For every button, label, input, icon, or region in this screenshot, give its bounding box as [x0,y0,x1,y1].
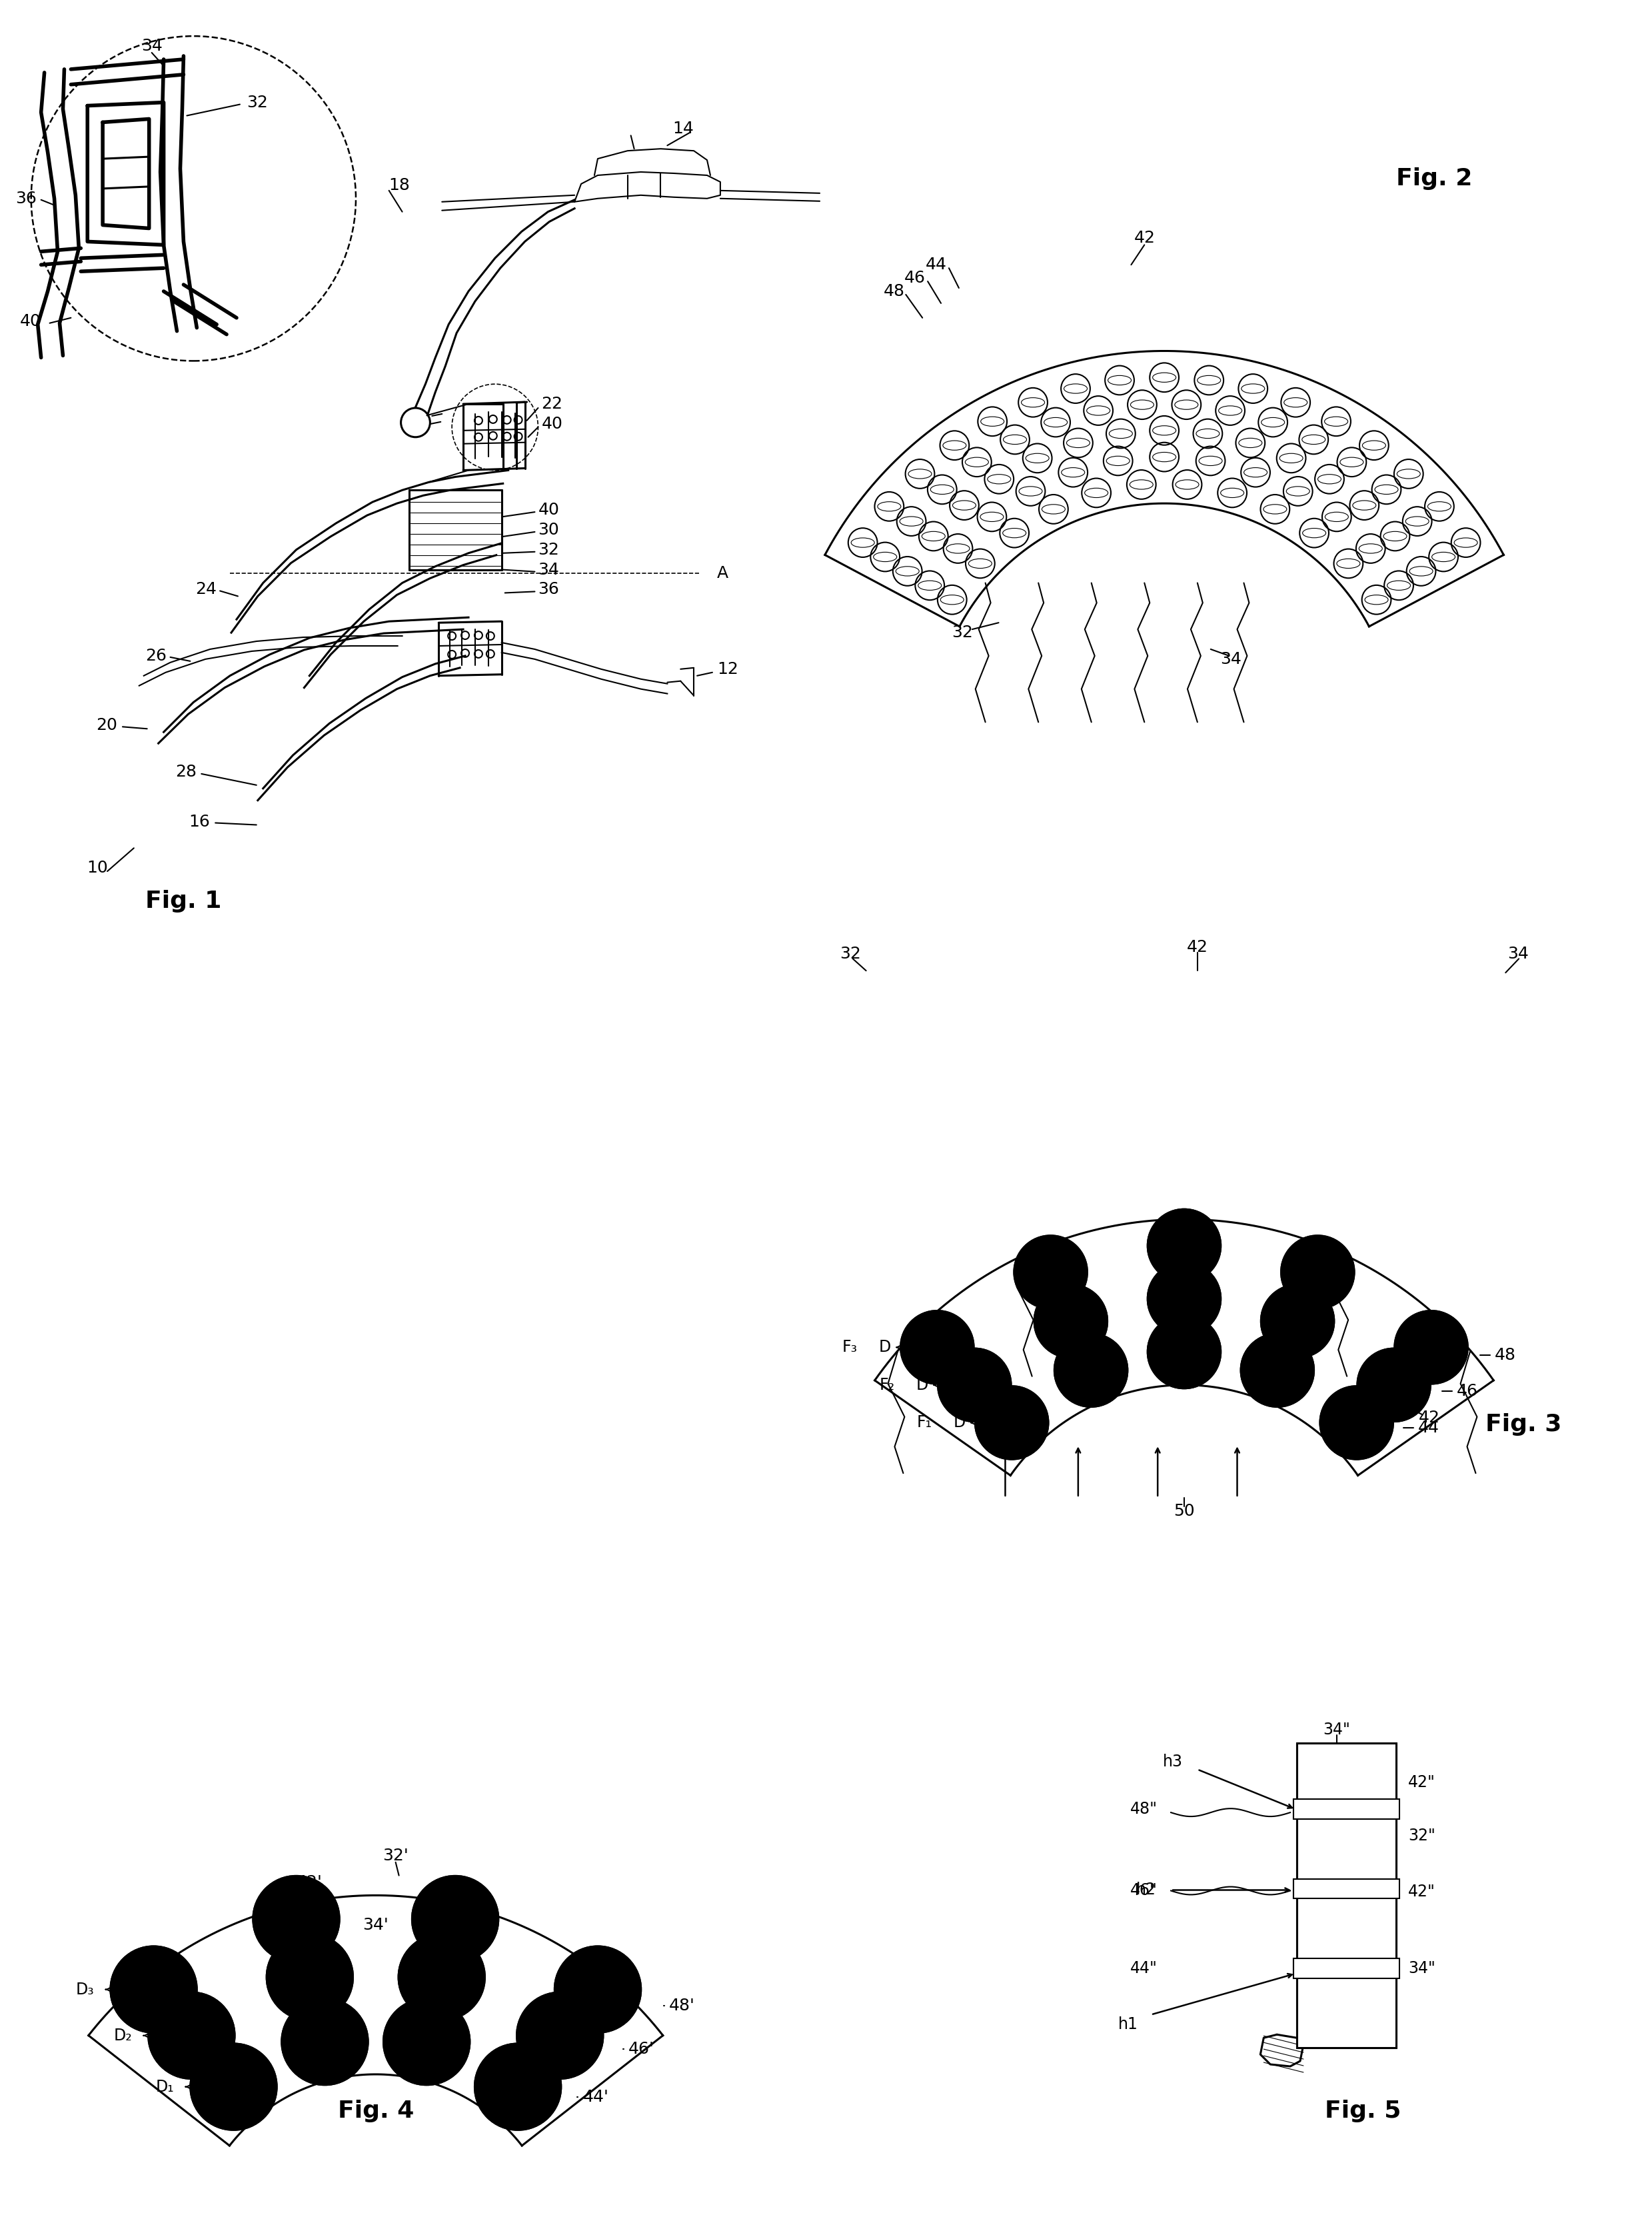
Text: 42': 42' [296,1874,322,1890]
Text: 46': 46' [628,2042,654,2058]
Bar [1297,1742,1396,2049]
Text: 44: 44 [925,257,947,273]
Text: 30: 30 [539,522,560,537]
Circle shape [900,1310,973,1384]
Text: 48': 48' [669,1997,695,2013]
Text: 42: 42 [1419,1411,1441,1426]
Text: 32: 32 [246,94,268,110]
Text: 34": 34" [1323,1722,1350,1737]
Text: 24: 24 [195,582,216,598]
Text: 32": 32" [1408,1827,1436,1843]
Circle shape [1148,1209,1221,1283]
Circle shape [282,1999,368,2085]
Text: 46: 46 [1457,1384,1479,1399]
Text: 42: 42 [1133,231,1155,246]
Text: 36: 36 [539,582,560,598]
Circle shape [1148,1314,1221,1388]
Text: 12: 12 [717,661,738,676]
Text: F: F [126,1973,135,1988]
Text: D: D [915,1377,928,1393]
Circle shape [555,1946,641,2033]
Text: D: D [879,1339,890,1355]
Circle shape [111,1946,197,2033]
Circle shape [149,1993,235,2078]
Text: 34: 34 [539,562,560,578]
Bar [1294,1879,1399,1899]
Text: 22: 22 [542,396,563,412]
Text: Fig. 1: Fig. 1 [145,889,221,914]
Text: 34: 34 [1508,947,1528,963]
Text: 40: 40 [539,502,560,517]
Circle shape [383,1999,469,2085]
Text: Fig. 5: Fig. 5 [1325,2100,1401,2123]
Bar [1294,1959,1399,1979]
Text: Fig. 2: Fig. 2 [1396,168,1472,190]
Bar [1294,1800,1399,1818]
Text: 40: 40 [542,416,563,432]
Text: 36: 36 [15,190,36,206]
Text: 48: 48 [1495,1348,1517,1364]
Circle shape [1014,1236,1087,1308]
Circle shape [1260,1285,1333,1357]
Circle shape [975,1386,1049,1460]
Text: F₁: F₁ [917,1415,932,1431]
Text: 32: 32 [839,947,861,963]
Circle shape [190,2044,276,2129]
Text: 34: 34 [1219,652,1241,667]
Text: 26: 26 [145,647,167,663]
Text: 32: 32 [952,625,973,640]
Text: 18: 18 [388,177,410,193]
Circle shape [1034,1285,1107,1357]
Text: 48: 48 [884,284,905,300]
Text: 42": 42" [1408,1883,1436,1901]
Circle shape [411,1876,499,1961]
Circle shape [1054,1334,1127,1406]
Text: 14: 14 [672,121,694,137]
Text: 32': 32' [383,1847,408,1863]
Text: 34: 34 [140,38,162,54]
Text: h2: h2 [1137,1883,1156,1899]
Text: 46": 46" [1130,1883,1158,1899]
Text: F₃: F₃ [843,1339,857,1355]
Text: h1: h1 [1118,2017,1138,2033]
Circle shape [1148,1263,1221,1334]
Text: 42: 42 [1186,940,1208,956]
Circle shape [266,1934,354,2020]
Circle shape [938,1348,1011,1422]
Text: A: A [717,564,729,580]
Text: D₁: D₁ [155,2078,173,2096]
Circle shape [1282,1236,1355,1308]
Text: 34': 34' [363,1917,388,1932]
Text: Fig. 3: Fig. 3 [1485,1413,1561,1435]
Text: D₂: D₂ [114,2029,132,2044]
Circle shape [474,2044,562,2129]
Text: 44": 44" [1130,1961,1158,1977]
Text: 48": 48" [1130,1800,1158,1818]
Text: 34": 34" [1408,1961,1436,1977]
Circle shape [1241,1334,1313,1406]
Circle shape [253,1876,339,1961]
Text: 40: 40 [20,313,41,329]
Text: D₃: D₃ [76,1982,94,1997]
Text: 50: 50 [1173,1502,1194,1518]
Circle shape [1358,1348,1431,1422]
Text: Fig. 4: Fig. 4 [337,2100,415,2123]
Text: 28: 28 [175,763,197,779]
Text: F₂: F₂ [879,1377,895,1393]
Text: 10: 10 [88,860,107,875]
Text: 32: 32 [539,542,560,558]
Text: 16: 16 [188,813,210,831]
Text: 46: 46 [904,271,925,287]
Circle shape [517,1993,603,2078]
Text: 42": 42" [1408,1776,1436,1791]
Circle shape [1394,1310,1467,1384]
Text: F: F [208,2062,218,2078]
Text: 44': 44' [583,2089,608,2105]
Circle shape [398,1934,484,2020]
Text: 44: 44 [1417,1420,1439,1435]
Text: D: D [953,1415,965,1431]
Text: h3: h3 [1163,1753,1183,1769]
Circle shape [1320,1386,1393,1460]
Text: 20: 20 [96,716,117,734]
